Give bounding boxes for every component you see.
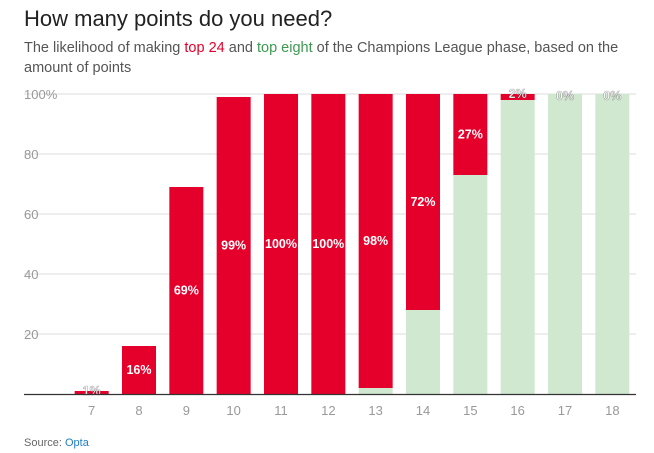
data-label: 0% — [556, 89, 574, 103]
bar-top24 — [500, 94, 535, 100]
bar-top8 — [500, 100, 535, 394]
chart-title: How many points do you need? — [24, 6, 333, 31]
y-tick-label: 60 — [24, 207, 38, 222]
x-tick-label: 15 — [463, 403, 477, 418]
data-label: 72% — [410, 195, 435, 209]
bar-top8 — [595, 94, 630, 394]
data-label: 100% — [265, 237, 297, 251]
data-label: 1% — [83, 384, 101, 398]
bar-top24 — [453, 94, 488, 175]
bar-top24 — [74, 391, 109, 394]
bar-top24 — [264, 94, 298, 394]
bar-top8 — [358, 388, 393, 394]
bar-top24 — [406, 94, 440, 310]
bar-top24 — [169, 187, 204, 394]
bar-top24 — [358, 94, 393, 388]
subtitle-top8: top eight — [256, 40, 313, 56]
data-label: 2% — [509, 87, 527, 101]
y-tick-label: 80 — [24, 147, 38, 162]
x-tick-label: 14 — [416, 403, 430, 418]
x-tick-label: 11 — [274, 403, 288, 418]
bar-top24 — [311, 94, 346, 394]
bar-top8 — [453, 175, 488, 394]
y-tick-label: 100% — [24, 87, 58, 102]
data-label: 98% — [363, 234, 388, 248]
x-tick-label: 9 — [183, 403, 190, 418]
bar-top8 — [406, 310, 440, 394]
bar-chart: 20 40 60 80 100% 1% 7 16% 8 69% 9 99% 10 100% 11 100% 12… — [24, 87, 636, 418]
data-label: 100% — [312, 237, 344, 251]
bar-top24 — [122, 346, 156, 394]
subtitle-text-post: of the Champions League phase, based on … — [24, 40, 619, 76]
data-label: 16% — [126, 363, 151, 377]
bar-top24 — [216, 97, 251, 394]
source-note: Source: Opta — [24, 437, 89, 449]
x-tick-label: 8 — [135, 403, 142, 418]
x-tick-label: 10 — [226, 403, 240, 418]
source-link[interactable]: Opta — [64, 437, 89, 449]
x-tick-label: 13 — [368, 403, 382, 418]
data-label: 27% — [458, 128, 483, 142]
source-label: Source: — [24, 437, 65, 449]
data-label: 0% — [603, 89, 621, 103]
x-tick-label: 12 — [321, 403, 335, 418]
subtitle-text-mid: and — [224, 40, 257, 56]
data-label: 69% — [174, 284, 199, 298]
chart-subtitle: The likelihood of making top 24 and top … — [24, 38, 644, 78]
x-tick-label: 18 — [605, 403, 619, 418]
subtitle-text-pre: The likelihood of making — [24, 40, 185, 56]
y-tick-label: 20 — [24, 327, 38, 342]
y-tick-label: 40 — [24, 267, 38, 282]
data-label: 99% — [221, 239, 246, 253]
bar-top8 — [548, 94, 582, 394]
x-tick-label: 7 — [88, 403, 95, 418]
subtitle-top24: top 24 — [184, 40, 225, 56]
x-tick-label: 16 — [510, 403, 524, 418]
x-tick-label: 17 — [558, 403, 572, 418]
